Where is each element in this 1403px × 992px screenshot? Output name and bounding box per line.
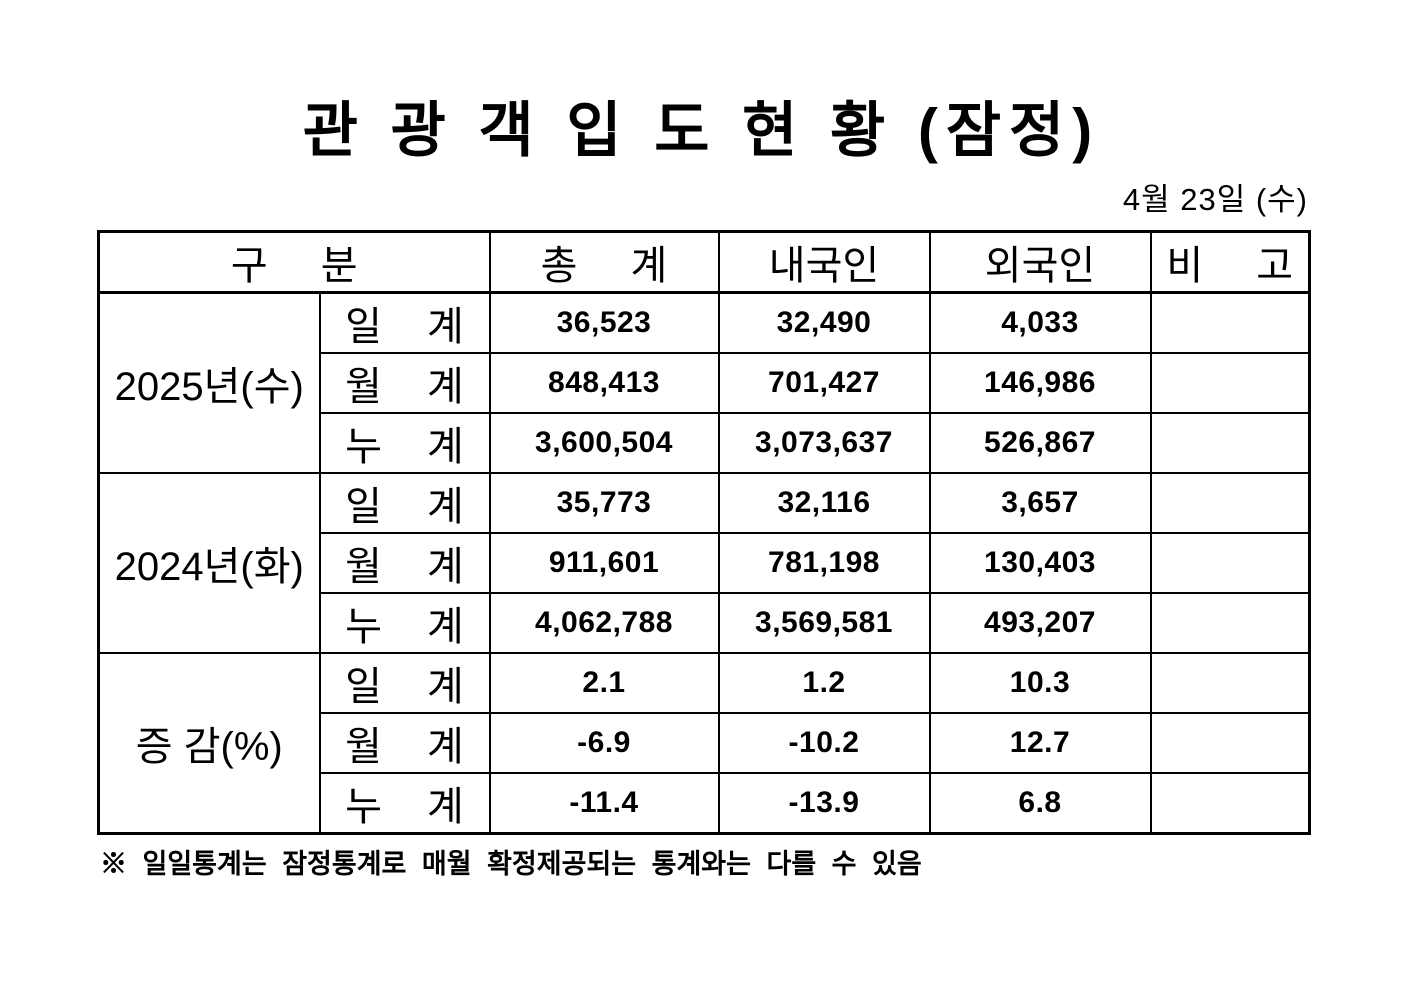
note-cell xyxy=(1149,352,1311,414)
table-row: 월 계 911,601 781,198 130,403 xyxy=(99,532,1311,594)
header-total: 총 계 xyxy=(488,230,720,294)
domestic-cell: 32,490 xyxy=(717,291,931,354)
row-label-cell: 일 계 xyxy=(318,472,491,534)
table-row: 2025년(수) 일 계 36,523 32,490 4,033 xyxy=(97,291,1311,474)
note-cell xyxy=(1149,532,1311,594)
footnote: ※ 일일통계는 잠정통계로 매월 확정제공되는 통계와는 다를 수 있음 xyxy=(100,849,922,879)
note-cell xyxy=(1149,772,1311,835)
domestic-cell: 1.2 xyxy=(717,652,931,714)
domestic-cell: -10.2 xyxy=(717,712,931,774)
total-cell: -11.4 xyxy=(488,772,720,835)
total-cell: 36,523 xyxy=(488,291,720,354)
total-cell: 911,601 xyxy=(488,532,720,594)
total-cell: -6.9 xyxy=(488,712,720,774)
total-cell: 4,062,788 xyxy=(488,592,720,654)
domestic-cell: 701,427 xyxy=(717,352,931,414)
note-cell xyxy=(1149,472,1311,534)
table-row: 누 계 -11.4 -13.9 6.8 xyxy=(99,772,1311,835)
report-date: 4월 23일 (수) xyxy=(1122,182,1308,217)
domestic-cell: 781,198 xyxy=(717,532,931,594)
tourist-arrivals-table: 구 분 총 계 내국인 외국인 비 고 2025년(수) 일 계 36,523 … xyxy=(97,230,1311,835)
domestic-cell: 3,569,581 xyxy=(717,592,931,654)
table-row: 월 계 -6.9 -10.2 12.7 xyxy=(99,712,1311,774)
foreign-cell: 146,986 xyxy=(928,352,1152,414)
table-row: 누 계 3,600,504 3,073,637 526,867 xyxy=(99,412,1311,474)
row-label-cell: 일 계 xyxy=(318,291,491,354)
table-row: 월 계 848,413 701,427 146,986 xyxy=(99,352,1311,414)
row-label-cell: 일 계 xyxy=(318,652,491,714)
header-category: 구 분 xyxy=(97,230,491,294)
table-row: 2024년(화) 일 계 35,773 32,116 3,657 xyxy=(97,472,1311,654)
note-cell xyxy=(1149,412,1311,474)
table-row: 증 감(%) 일 계 2.1 1.2 10.3 xyxy=(97,652,1311,835)
domestic-cell: -13.9 xyxy=(717,772,931,835)
foreign-cell: 6.8 xyxy=(928,772,1152,835)
table-row: 누 계 4,062,788 3,569,581 493,207 xyxy=(99,592,1311,654)
domestic-cell: 3,073,637 xyxy=(717,412,931,474)
header-foreign: 외국인 xyxy=(928,230,1152,294)
domestic-cell: 32,116 xyxy=(717,472,931,534)
foreign-cell: 4,033 xyxy=(928,291,1152,354)
header-note: 비 고 xyxy=(1149,230,1311,294)
row-label-cell: 누 계 xyxy=(318,772,491,835)
row-label-cell: 누 계 xyxy=(318,412,491,474)
header-domestic: 내국인 xyxy=(717,230,931,294)
row-label-cell: 월 계 xyxy=(318,352,491,414)
row-label-cell: 누 계 xyxy=(318,592,491,654)
note-cell xyxy=(1149,291,1311,354)
table-header-row: 구 분 총 계 내국인 외국인 비 고 xyxy=(97,230,1311,294)
total-cell: 3,600,504 xyxy=(488,412,720,474)
row-label-cell: 월 계 xyxy=(318,712,491,774)
page-title: 관 광 객 입 도 현 황 (잠정) xyxy=(302,97,1101,164)
note-cell xyxy=(1149,712,1311,774)
group-label-2025: 2025년(수) xyxy=(97,291,321,474)
foreign-cell: 526,867 xyxy=(928,412,1152,474)
group-label-2024: 2024년(화) xyxy=(97,472,321,654)
foreign-cell: 130,403 xyxy=(928,532,1152,594)
foreign-cell: 493,207 xyxy=(928,592,1152,654)
total-cell: 35,773 xyxy=(488,472,720,534)
total-cell: 848,413 xyxy=(488,352,720,414)
group-label-change-pct: 증 감(%) xyxy=(97,652,321,835)
row-label-cell: 월 계 xyxy=(318,532,491,594)
total-cell: 2.1 xyxy=(488,652,720,714)
note-cell xyxy=(1149,592,1311,654)
note-cell xyxy=(1149,652,1311,714)
foreign-cell: 12.7 xyxy=(928,712,1152,774)
foreign-cell: 10.3 xyxy=(928,652,1152,714)
foreign-cell: 3,657 xyxy=(928,472,1152,534)
